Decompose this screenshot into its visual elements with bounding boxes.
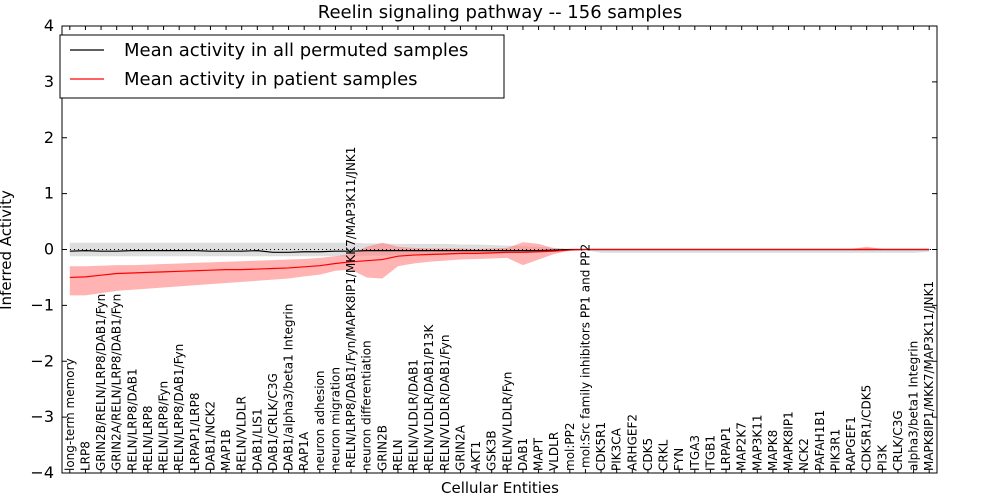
y-tick-label: 1 <box>44 184 54 203</box>
category-label: LRPAP1 <box>719 426 733 471</box>
category-label: CRLK/C3G <box>891 410 905 471</box>
category-label: DAB1 <box>516 438 530 471</box>
category-label: PI3K <box>875 444 889 471</box>
category-label: FYN <box>672 448 686 471</box>
category-label: VLDLR <box>547 432 561 471</box>
category-label: DAB1/CRLK/C3G <box>266 373 280 471</box>
category-label: MAPK8IP1/MKK7/MAP3K11/JNK1 <box>922 281 936 471</box>
category-label: MAP3K11 <box>750 414 764 471</box>
category-label: PAFAH1B1 <box>813 410 827 471</box>
category-label: RAP1A <box>297 431 311 471</box>
category-label: MAP2K7 <box>735 422 749 471</box>
category-label: RELN/LRP8/DAB1/Fyn <box>172 344 186 471</box>
category-label: RELN/VLDLR/Fyn <box>500 372 514 471</box>
x-axis-label: Cellular Entities <box>441 479 559 497</box>
category-label: MAP1B <box>219 429 233 471</box>
category-label: RELN/LRP8/DAB1 <box>125 368 139 471</box>
category-label: ITGB1 <box>703 435 717 471</box>
category-label: alpha3/beta1 Integrin <box>907 341 921 471</box>
category-label: LRPAP1/LRP8 <box>188 392 202 471</box>
category-label: GRIN2B/RELN/LRP8/DAB1/Fyn <box>94 294 108 471</box>
legend-label-permuted: Mean activity in all permuted samples <box>124 40 468 61</box>
category-label: LRP8 <box>78 441 92 471</box>
legend-label-patient: Mean activity in patient samples <box>124 69 418 90</box>
legend-box <box>59 34 505 99</box>
category-label: mol:Src family inhibitors PP1 and PP2 <box>578 244 592 468</box>
category-label: RELN/VLDLR <box>235 396 249 471</box>
category-label: GSK3B <box>485 430 499 471</box>
category-label: GRIN2A/RELN/LRP8/DAB1/Fyn <box>110 294 124 471</box>
category-label: RELN/VLDLR/DAB1/P13K <box>422 324 436 471</box>
category-label: PIK3CA <box>610 427 624 471</box>
category-label: DAB1/alpha3/beta1 Integrin <box>282 304 296 471</box>
y-tick-label: 2 <box>44 128 54 147</box>
y-tick-label: 3 <box>44 72 54 91</box>
category-label: long-term memory <box>63 358 77 471</box>
series-lines <box>69 248 930 279</box>
category-label: RELN <box>391 439 405 471</box>
chart-title: Reelin signaling pathway -- 156 samples <box>318 2 682 23</box>
y-tick-label: −1 <box>30 295 54 314</box>
category-label: PIK3R1 <box>828 429 842 471</box>
y-tick-label: −4 <box>30 463 54 482</box>
category-label: RELN/LRP8 <box>141 405 155 471</box>
legend: Mean activity in all permuted samples Me… <box>59 34 505 99</box>
y-axis-ticks: −4 −3 −2 −1 0 1 2 3 4 <box>30 16 937 482</box>
category-label: ITGA3 <box>688 435 702 471</box>
category-label: RAPGEF1 <box>844 416 858 471</box>
category-label: mol:PP2 <box>563 422 577 471</box>
line-patient <box>69 248 930 279</box>
category-label: RELN/LRP8/Fyn <box>157 381 171 471</box>
category-label: RELN/VLDLR/DAB1 <box>407 359 421 471</box>
category-label: CRKL <box>657 439 671 471</box>
category-label: neuron differentiation <box>360 340 374 471</box>
y-tick-label: 0 <box>44 240 54 259</box>
category-label: MAPK8 <box>766 430 780 471</box>
y-tick-label: 4 <box>44 16 54 35</box>
category-label: neuron adhesion <box>313 370 327 471</box>
category-label: RELN/LRP8/DAB1/Fyn/MAPK8IP1/MKK7/MAP3K11… <box>344 147 358 468</box>
category-label: CDK5 <box>641 438 655 471</box>
category-label: DAB1/NCK2 <box>203 401 217 471</box>
category-label: MAPT <box>532 437 546 471</box>
category-label: CDK5R1/CDK5 <box>860 385 874 471</box>
category-label: neuron migration <box>328 367 342 471</box>
category-label: AKT1 <box>469 441 483 471</box>
category-label: MAPK8IP1 <box>782 411 796 471</box>
category-label: GRIN2A <box>453 424 467 471</box>
category-label: CDK5R1 <box>594 422 608 471</box>
category-labels: long-term memory LRP8 GRIN2B/RELN/LRP8/DAB… <box>63 26 936 473</box>
y-tick-label: −2 <box>30 351 54 370</box>
category-label: RELN/VLDLR/DAB1/Fyn <box>438 335 452 471</box>
y-axis-label: Inferred Activity <box>0 190 15 310</box>
category-label: ARHGEF2 <box>625 414 639 471</box>
plot-frame <box>61 25 938 474</box>
category-label: GRIN2B <box>375 425 389 471</box>
category-label: DAB1/LIS1 <box>250 408 264 471</box>
y-tick-label: −3 <box>30 407 54 426</box>
category-label: NCK2 <box>797 438 811 471</box>
